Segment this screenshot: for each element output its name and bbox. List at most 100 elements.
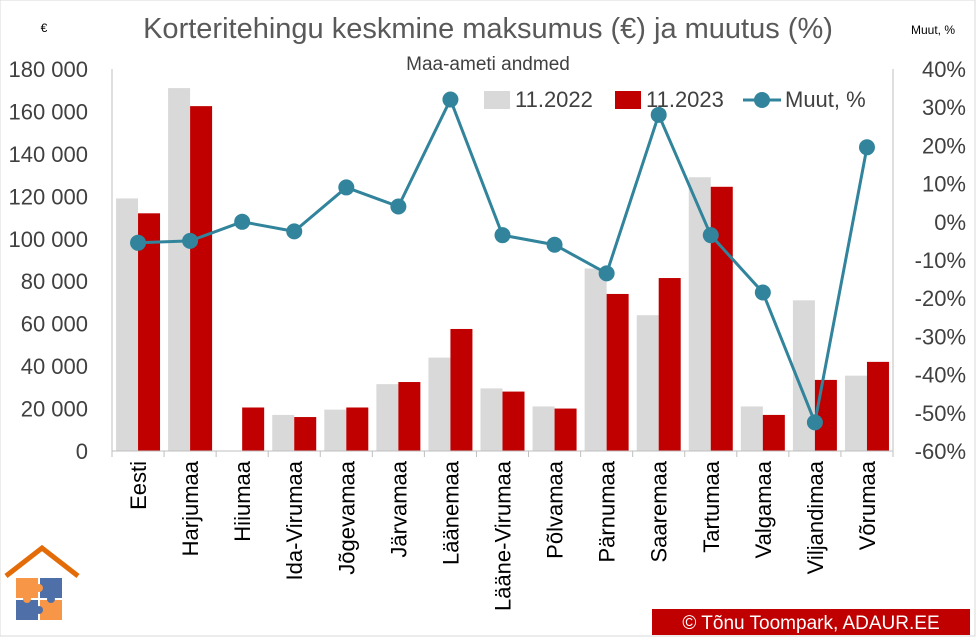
left-tick-label: 60 000 <box>21 312 88 337</box>
left-tick-label: 120 000 <box>8 184 88 209</box>
logo <box>4 544 80 620</box>
bar-2023 <box>398 382 421 451</box>
bar-2023 <box>294 417 317 451</box>
credit-text: © Tõnu Toompark, ADAUR.EE <box>682 613 939 634</box>
bar-2022 <box>636 315 659 451</box>
category-labels: Eesti Harjumaa Hiiumaa Ida-Virumaa Jõgevamaa… <box>126 460 880 611</box>
change-point <box>234 213 251 230</box>
category-label: Võrumaa <box>855 460 880 550</box>
change-point <box>754 284 771 301</box>
bar-2023 <box>762 414 785 451</box>
axes-group <box>111 69 894 457</box>
logo-puzzle-knob <box>23 595 31 603</box>
category-label: Ida-Virumaa <box>282 460 307 580</box>
legend-label-2023: 11.2023 <box>646 87 724 112</box>
right-axis-unit: Muut, % <box>911 23 955 37</box>
legend: 11.2022 11.2023 Muut, % <box>484 87 866 112</box>
category-label: Valgamaa <box>751 460 776 558</box>
legend-label-2022: 11.2022 <box>515 87 593 112</box>
left-tick-label: 40 000 <box>21 354 88 379</box>
left-tick-label: 140 000 <box>8 142 88 167</box>
logo-puzzle-piece <box>40 578 62 598</box>
bar-2022 <box>480 388 503 451</box>
legend-swatch-2022 <box>484 91 510 109</box>
category-label: Lääne-Virumaa <box>491 460 516 611</box>
change-point <box>546 236 563 253</box>
category-label: Järvamaa <box>386 460 411 557</box>
legend-marker-change <box>754 92 770 108</box>
change-point <box>650 106 667 123</box>
right-tick-label: 10% <box>922 172 966 197</box>
bar-2022 <box>740 406 763 451</box>
left-axis-unit: € <box>41 21 48 35</box>
bar-2022 <box>168 88 191 451</box>
right-tick-label: -30% <box>915 324 966 349</box>
bar-2023 <box>710 186 733 452</box>
bar-2023 <box>502 391 525 451</box>
right-tick-label: -50% <box>915 401 966 426</box>
credit-background <box>652 609 970 635</box>
left-tick-label: 180 000 <box>8 57 88 82</box>
credit-box: © Tõnu Toompark, ADAUR.EE <box>652 609 970 635</box>
bar-2023 <box>866 361 889 451</box>
left-tick-label: 100 000 <box>8 227 88 252</box>
bar-2023 <box>658 278 681 451</box>
left-tick-label: 0 <box>76 439 88 464</box>
logo-puzzle-knob <box>35 584 43 592</box>
left-axis-ticks: 0 20 000 40 000 60 000 80 000 100 000 120 000 1… <box>8 57 88 464</box>
left-tick-label: 80 000 <box>21 269 88 294</box>
change-point <box>494 227 511 244</box>
category-label: Hiiumaa <box>230 460 255 541</box>
bar-2022 <box>376 384 399 451</box>
bar-2022 <box>844 375 867 451</box>
change-point <box>286 223 303 240</box>
change-point <box>182 232 199 249</box>
bar-2022 <box>584 268 607 451</box>
change-point <box>806 414 823 431</box>
bar-2023 <box>450 328 473 451</box>
bar-2023 <box>606 293 629 451</box>
change-point <box>858 139 875 156</box>
right-tick-label: 40% <box>922 57 966 82</box>
left-tick-label: 160 000 <box>8 99 88 124</box>
logo-puzzle-piece <box>16 578 38 598</box>
bar-2022 <box>532 406 555 451</box>
chart-title: Korteritehingu keskmine maksumus (€) ja … <box>143 13 833 45</box>
right-axis-ticks: 40% 30% 20% 10% 0% -10% -20% -30% -40% -50% -60% <box>915 57 966 464</box>
category-label: Jõgevamaa <box>334 460 359 575</box>
logo-roof-icon <box>4 544 80 578</box>
right-tick-label: 20% <box>922 133 966 158</box>
category-label: Põlvamaa <box>543 460 568 559</box>
right-tick-label: -20% <box>915 286 966 311</box>
right-tick-label: 0% <box>934 210 966 235</box>
bar-2023 <box>190 106 213 451</box>
change-point <box>702 227 719 244</box>
logo-puzzle-knob <box>47 595 55 603</box>
logo-puzzle-piece <box>40 600 62 620</box>
bar-2022 <box>272 414 295 451</box>
bar-2023 <box>138 213 161 451</box>
bar-2022 <box>116 198 139 451</box>
right-tick-label: -10% <box>915 248 966 273</box>
change-point <box>598 265 615 282</box>
bar-2022 <box>428 357 451 451</box>
category-label: Tartumaa <box>699 460 724 552</box>
bar-2023 <box>242 407 265 451</box>
change-point <box>442 91 459 108</box>
category-label: Viljandimaa <box>803 460 828 574</box>
right-tick-label: -40% <box>915 363 966 388</box>
right-tick-label: 30% <box>922 95 966 120</box>
category-label: Pärnumaa <box>595 460 620 562</box>
right-tick-label: -60% <box>915 439 966 464</box>
bar-2022 <box>792 300 815 451</box>
logo-puzzle-knob <box>35 606 43 614</box>
bar-2022 <box>688 177 711 451</box>
bar-2023 <box>346 407 369 451</box>
logo-puzzle-piece <box>16 600 38 620</box>
bar-2022 <box>324 409 347 451</box>
change-point <box>130 234 147 251</box>
category-label: Läänemaa <box>438 460 463 565</box>
legend-label-change: Muut, % <box>785 87 866 112</box>
line-layer <box>130 91 875 431</box>
category-label: Saaremaa <box>647 460 672 562</box>
